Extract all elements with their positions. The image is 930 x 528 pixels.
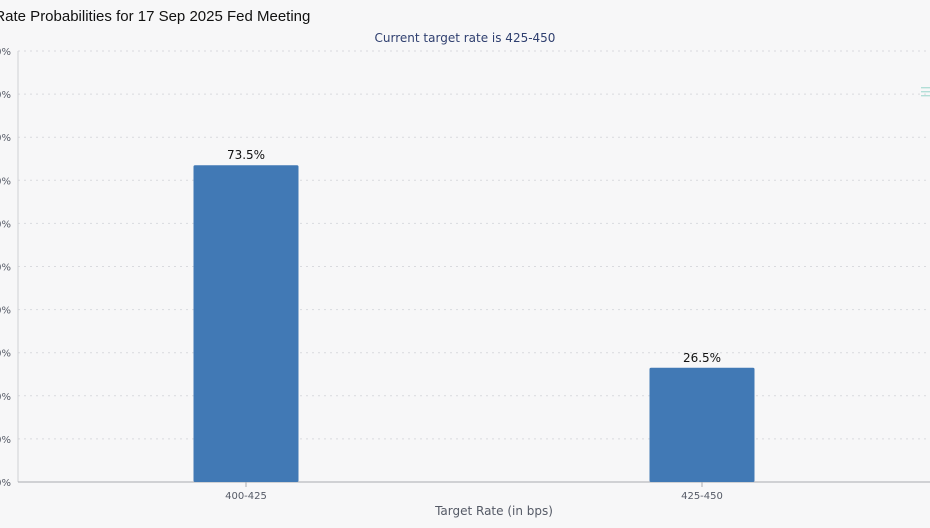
y-tick-label: 0% bbox=[0, 306, 11, 317]
x-axis-ticks: 400-425 425-450 bbox=[225, 482, 723, 502]
y-tick-label: 0% bbox=[0, 219, 11, 230]
bars: 73.5% 26.5% bbox=[193, 148, 755, 482]
chart-menu-icon[interactable] bbox=[921, 86, 930, 98]
y-tick-label: 0% bbox=[0, 392, 11, 403]
y-tick-label: 0% bbox=[0, 435, 11, 446]
y-axis-ticks: 0% 0% 0% 0% 0% 0% 0% 0% 0% 0% 0% bbox=[0, 47, 11, 489]
y-tick-label: 0% bbox=[0, 176, 11, 187]
gridlines bbox=[18, 50, 930, 440]
y-tick-label: 0% bbox=[0, 349, 11, 360]
chart-title: t Rate Probabilities for 17 Sep 2025 Fed… bbox=[0, 8, 311, 25]
bar-value-label: 26.5% bbox=[683, 351, 721, 365]
bar-value-label: 73.5% bbox=[227, 148, 265, 162]
chart-subtitle: Current target rate is 425-450 bbox=[374, 31, 556, 45]
y-tick-label: 0% bbox=[0, 47, 11, 58]
x-axis-title: Target Rate (in bps) bbox=[434, 504, 553, 518]
bar bbox=[649, 367, 755, 482]
y-tick-label: 0% bbox=[0, 263, 11, 274]
y-tick-label: 0% bbox=[0, 133, 11, 144]
x-tick-label: 425-450 bbox=[681, 491, 723, 502]
bar bbox=[193, 165, 299, 482]
y-tick-label: 0% bbox=[0, 90, 11, 101]
y-tick-label: 0% bbox=[0, 478, 11, 489]
x-tick-label: 400-425 bbox=[225, 491, 267, 502]
